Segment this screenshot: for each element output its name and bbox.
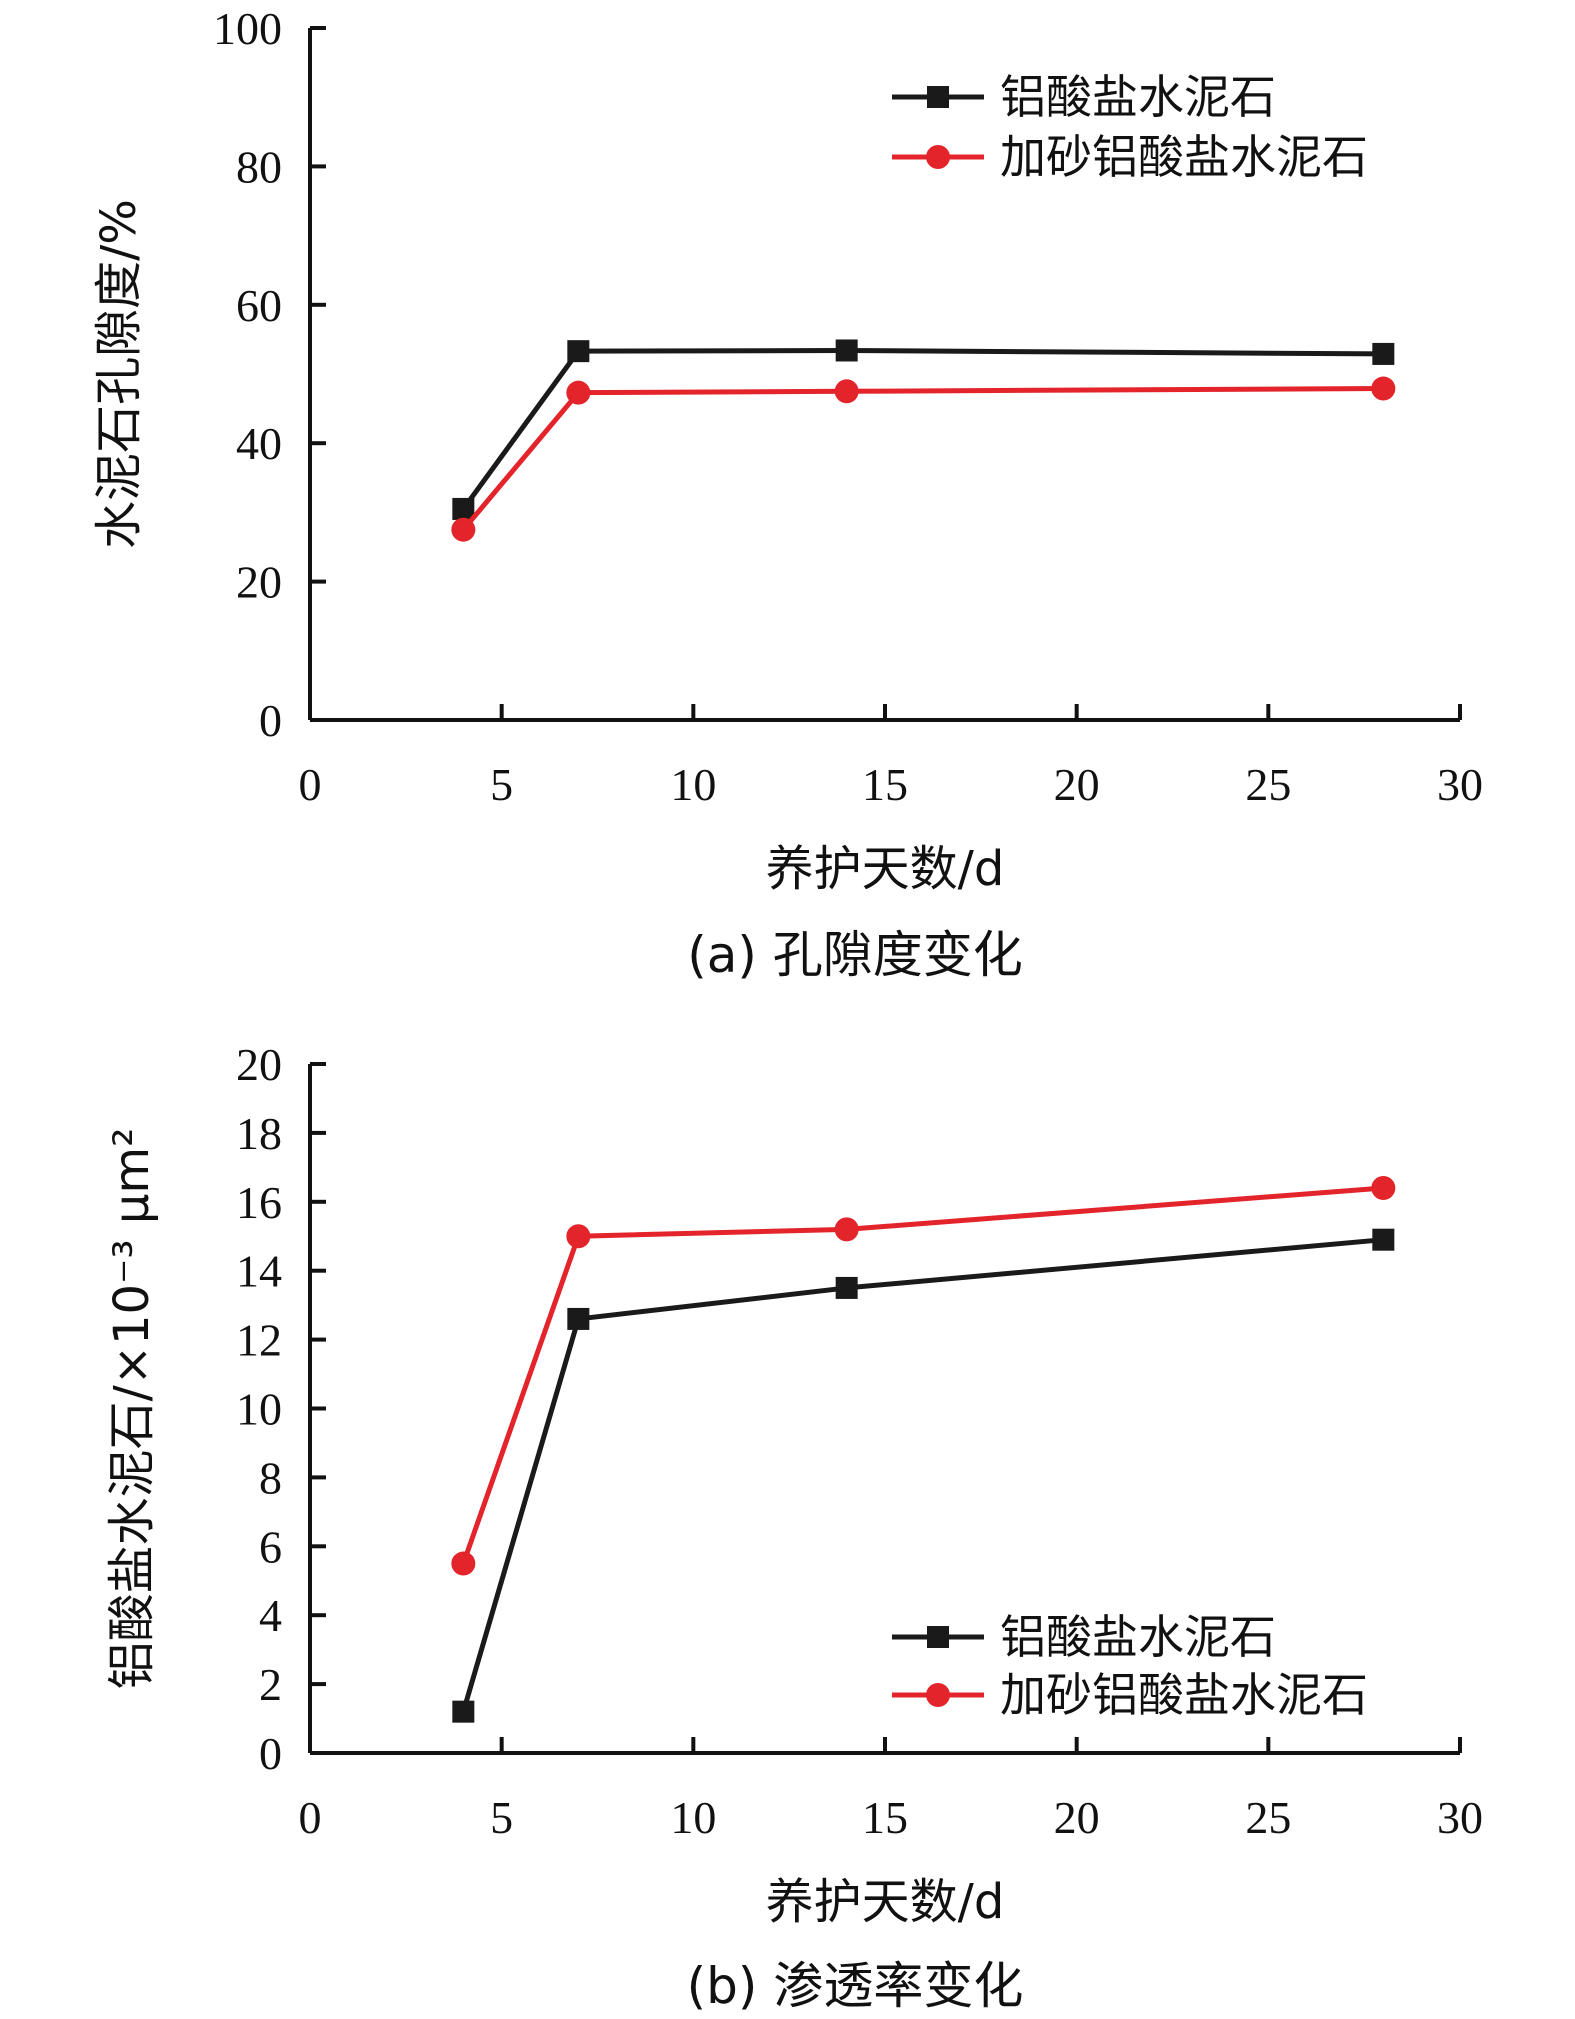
y-tick-label: 18 xyxy=(236,1108,282,1159)
y-tick-label: 20 xyxy=(236,1039,282,1090)
y-tick-label: 6 xyxy=(259,1521,282,1572)
legend-marker xyxy=(927,1626,949,1648)
x-tick-label: 0 xyxy=(299,759,322,810)
y-tick-label: 20 xyxy=(236,557,282,608)
data-point xyxy=(1371,1176,1396,1201)
data-point xyxy=(1372,1228,1395,1251)
y-tick-label: 8 xyxy=(259,1452,282,1503)
data-point xyxy=(834,1217,859,1242)
x-tick-label: 10 xyxy=(670,759,716,810)
y-tick-label: 2 xyxy=(259,1659,282,1710)
x-tick-label: 5 xyxy=(490,1792,513,1843)
series-line-0 xyxy=(460,1237,1384,1713)
x-axis-title: 养护天数/d xyxy=(766,841,1005,897)
x-tick-label: 25 xyxy=(1245,1792,1291,1843)
legend-label: 铝酸盐水泥石 xyxy=(1000,70,1276,124)
chart-caption: (b) 渗透率变化 xyxy=(687,1957,1024,2015)
data-point xyxy=(566,380,591,405)
chart-caption: (a) 孔隙度变化 xyxy=(687,926,1023,984)
x-axis-title: 养护天数/d xyxy=(766,1874,1005,1930)
y-tick-label: 0 xyxy=(259,695,282,746)
data-point xyxy=(1371,376,1396,401)
legend-marker xyxy=(926,145,950,169)
y-tick-label: 60 xyxy=(236,280,282,331)
y-tick-label: 40 xyxy=(236,418,282,469)
y-tick-label: 10 xyxy=(236,1384,282,1435)
data-point xyxy=(566,1224,591,1249)
data-point xyxy=(1372,342,1395,365)
y-tick-label: 4 xyxy=(259,1590,282,1641)
y-tick-label: 12 xyxy=(236,1315,282,1366)
porosity-chart: 0 20 40 60 80 100 0 5 10 15 20 25 30 养护天数/d 水泥石孔隙度/% (a… xyxy=(91,3,1483,984)
x-tick-label: 15 xyxy=(862,759,908,810)
y-axis-title: 铝酸盐水泥石/×10⁻³ μm² xyxy=(104,1128,160,1690)
permeability-chart: 0 2 4 6 8 10 12 14 16 18 20 0 5 10 15 20 25 30 养护天数/d 铝酸盐水泥… xyxy=(104,1039,1483,2015)
data-point xyxy=(451,517,476,542)
data-point xyxy=(834,379,859,404)
legend-label: 加砂铝酸盐水泥石 xyxy=(1000,1668,1368,1722)
series-line-1 xyxy=(460,1185,1384,1565)
legend-label: 加砂铝酸盐水泥石 xyxy=(1000,130,1368,184)
data-point xyxy=(835,339,858,362)
y-tick-label: 80 xyxy=(236,141,282,192)
legend-marker xyxy=(927,86,949,108)
data-point xyxy=(451,1551,476,1576)
series-line-0 xyxy=(461,347,1384,511)
series-line-1 xyxy=(461,386,1384,532)
data-point xyxy=(452,1700,475,1723)
x-tick-label: 20 xyxy=(1054,759,1100,810)
x-tick-label: 25 xyxy=(1245,759,1291,810)
legend-marker xyxy=(926,1683,950,1707)
y-tick-label: 0 xyxy=(259,1728,282,1779)
data-point xyxy=(452,497,475,520)
x-tick-label: 15 xyxy=(862,1792,908,1843)
x-tick-label: 0 xyxy=(299,1792,322,1843)
x-tick-label: 30 xyxy=(1437,1792,1483,1843)
y-tick-label: 16 xyxy=(236,1177,282,1228)
y-axis-title: 水泥石孔隙度/% xyxy=(91,199,147,549)
y-tick-label: 14 xyxy=(236,1246,282,1297)
legend-label: 铝酸盐水泥石 xyxy=(1000,1610,1276,1664)
x-tick-label: 20 xyxy=(1054,1792,1100,1843)
data-point xyxy=(835,1276,858,1299)
x-tick-label: 10 xyxy=(670,1792,716,1843)
x-tick-label: 30 xyxy=(1437,759,1483,810)
data-point xyxy=(567,340,590,363)
y-tick-label: 100 xyxy=(213,3,282,54)
data-point xyxy=(567,1307,590,1330)
x-tick-label: 5 xyxy=(490,759,513,810)
